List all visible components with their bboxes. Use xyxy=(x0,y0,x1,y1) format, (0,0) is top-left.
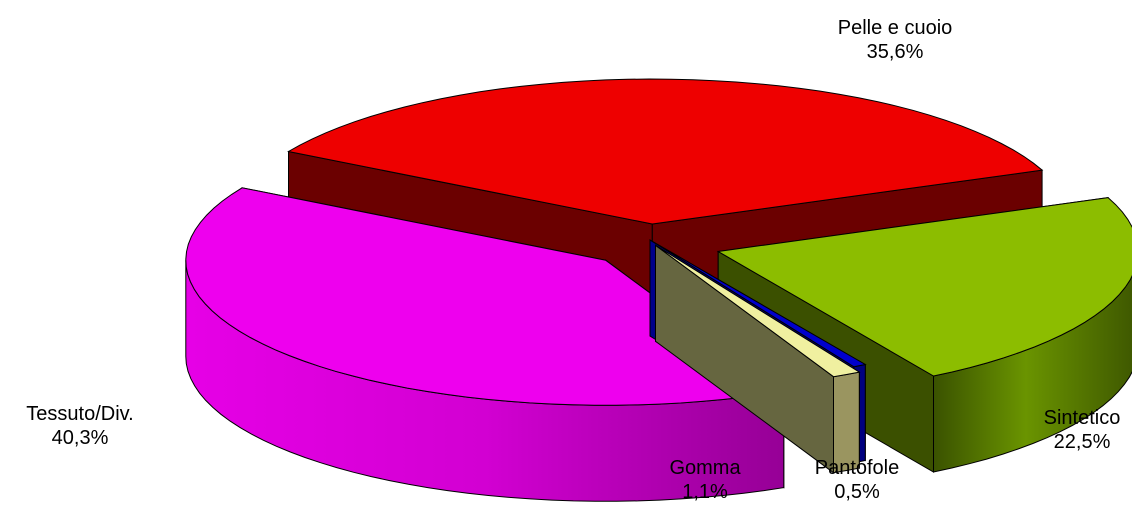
slice-label-sintetico: Sintetico 22,5% xyxy=(1022,406,1132,454)
category-label: Gomma xyxy=(655,456,755,480)
slice-label-pelle-e-cuoio: Pelle e cuoio 35,6% xyxy=(800,16,990,64)
percent-label: 40,3% xyxy=(0,426,160,450)
percent-label: 22,5% xyxy=(1022,430,1132,454)
slice-label-pantofole: Pantofole 0,5% xyxy=(792,456,922,504)
slice-label-tessuto-div: Tessuto/Div. 40,3% xyxy=(0,402,160,450)
category-label: Tessuto/Div. xyxy=(0,402,160,426)
percent-label: 35,6% xyxy=(800,40,990,64)
category-label: Pantofole xyxy=(792,456,922,480)
category-label: Pelle e cuoio xyxy=(800,16,990,40)
slice-label-gomma: Gomma 1,1% xyxy=(655,456,755,504)
percent-label: 1,1% xyxy=(655,480,755,504)
percent-label: 0,5% xyxy=(792,480,922,504)
category-label: Sintetico xyxy=(1022,406,1132,430)
